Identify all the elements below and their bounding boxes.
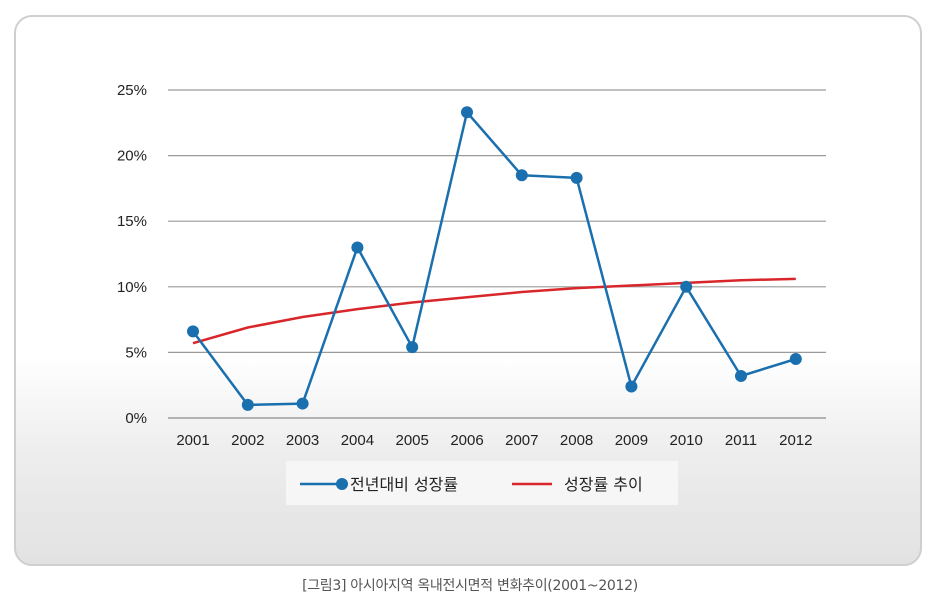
data-point-growth [570, 171, 583, 184]
data-point-growth [789, 352, 802, 365]
legend-swatch-growth-marker [336, 478, 348, 490]
data-point-growth [351, 241, 364, 254]
figure-caption: [그림3] 아시아지역 옥내전시면적 변화추이(2001~2012) [302, 578, 638, 594]
data-point-growth [461, 106, 473, 119]
data-point-growth [680, 280, 693, 293]
data-point-growth [296, 397, 309, 410]
series-line-trend [192, 277, 796, 345]
x-tick-label: 2010 [670, 432, 703, 449]
x-tick-label: 2012 [779, 432, 812, 449]
y-tick-label: 20% [117, 148, 147, 165]
gridlines [168, 89, 826, 419]
x-tick-label: 2006 [450, 432, 483, 449]
data-point-growth [241, 398, 254, 411]
x-tick-label: 2004 [341, 432, 374, 449]
series-line-growth [191, 111, 797, 407]
y-tick-label: 25% [117, 82, 147, 99]
legend-box [286, 461, 678, 505]
data-point-growth [187, 325, 199, 338]
x-tick-label: 2008 [560, 432, 593, 449]
x-tick-label: 2007 [505, 432, 538, 449]
x-tick-label: 2003 [286, 432, 319, 449]
data-point-growth [735, 370, 747, 383]
data-point-growth [515, 169, 528, 182]
y-tick-label: 15% [117, 213, 147, 230]
data-point-growth [625, 380, 638, 393]
x-tick-label: 2001 [176, 432, 209, 449]
data-point-growth [406, 341, 419, 354]
y-axis-ticks: 0% 5% 10% 15% 20% 25% [117, 82, 147, 427]
y-tick-label: 5% [125, 344, 147, 361]
y-tick-label: 0% [125, 410, 147, 427]
x-tick-label: 2002 [231, 432, 264, 449]
legend: 전년대비 성장률 성장률 추이 [286, 461, 678, 505]
x-tick-label: 2005 [396, 432, 429, 449]
x-axis-ticks: 2001 2002 2003 2004 2005 2006 2007 2008 2009 2010… [176, 432, 812, 449]
x-tick-label: 2011 [725, 432, 757, 449]
x-tick-label: 2009 [615, 432, 648, 449]
legend-label-growth: 전년대비 성장률 [350, 475, 458, 494]
legend-label-trend: 성장률 추이 [564, 475, 643, 494]
series [187, 106, 802, 411]
y-tick-label: 10% [117, 279, 147, 296]
